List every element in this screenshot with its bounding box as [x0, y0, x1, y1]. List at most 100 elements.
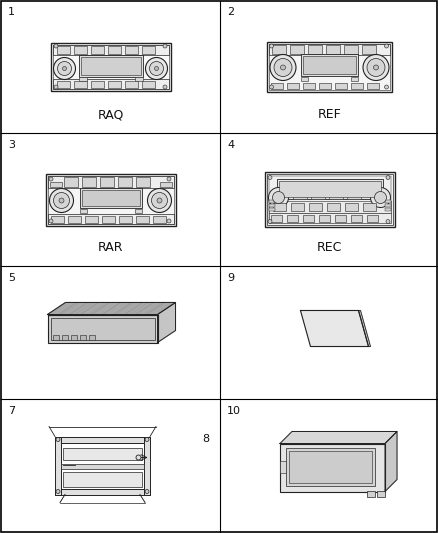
Bar — [276, 179, 382, 199]
Ellipse shape — [56, 489, 60, 494]
Bar — [271, 215, 282, 222]
Bar — [74, 80, 86, 87]
Polygon shape — [300, 311, 368, 346]
Bar — [326, 44, 340, 53]
Ellipse shape — [59, 198, 64, 203]
Polygon shape — [280, 432, 397, 443]
Text: RAR: RAR — [98, 241, 123, 254]
Bar — [318, 215, 329, 222]
Bar — [345, 203, 357, 211]
Ellipse shape — [363, 54, 389, 80]
Bar — [55, 489, 150, 495]
Bar — [385, 208, 391, 211]
Bar — [266, 174, 392, 225]
Text: REF: REF — [318, 108, 341, 121]
Bar — [268, 201, 391, 213]
Bar — [61, 464, 144, 469]
Text: 7: 7 — [8, 406, 15, 416]
Bar — [289, 450, 372, 482]
Bar — [269, 44, 390, 90]
Bar — [124, 45, 138, 53]
Text: 3: 3 — [8, 140, 15, 150]
Ellipse shape — [152, 192, 167, 208]
Ellipse shape — [374, 191, 386, 204]
Text: 1: 1 — [8, 7, 15, 17]
Text: REC: REC — [317, 241, 342, 254]
Bar — [308, 203, 321, 211]
Bar — [47, 175, 173, 188]
Bar — [64, 176, 78, 187]
Text: RAQ: RAQ — [97, 108, 124, 121]
Bar — [53, 44, 169, 88]
Polygon shape — [158, 303, 176, 343]
Ellipse shape — [280, 65, 286, 70]
Bar — [268, 176, 391, 223]
Bar — [335, 83, 347, 88]
Bar — [280, 443, 385, 491]
Bar — [286, 448, 375, 486]
Ellipse shape — [148, 189, 172, 213]
Bar — [57, 80, 70, 87]
Ellipse shape — [270, 54, 296, 80]
Ellipse shape — [163, 44, 167, 48]
Bar — [335, 215, 346, 222]
Bar — [85, 215, 98, 222]
Bar — [265, 172, 395, 227]
Ellipse shape — [136, 455, 141, 460]
Ellipse shape — [145, 438, 149, 441]
Ellipse shape — [63, 67, 67, 70]
Bar — [144, 437, 150, 495]
Bar — [351, 77, 358, 80]
Bar — [350, 215, 361, 222]
Ellipse shape — [56, 438, 60, 441]
Ellipse shape — [57, 61, 71, 76]
Ellipse shape — [272, 191, 285, 204]
Bar — [63, 448, 142, 459]
Ellipse shape — [163, 85, 167, 89]
Bar — [107, 45, 120, 53]
Bar — [367, 83, 379, 88]
Text: 9: 9 — [227, 273, 234, 283]
Bar — [271, 83, 283, 88]
Text: 5: 5 — [8, 273, 15, 283]
Bar — [287, 83, 299, 88]
Ellipse shape — [149, 61, 163, 76]
Polygon shape — [47, 303, 176, 314]
Bar — [303, 215, 314, 222]
Bar — [286, 215, 297, 222]
Bar — [67, 215, 81, 222]
Ellipse shape — [145, 58, 167, 79]
Bar — [152, 215, 166, 222]
Text: 2: 2 — [227, 7, 234, 17]
Bar — [47, 214, 173, 223]
Text: 4: 4 — [227, 140, 234, 150]
Bar — [159, 182, 172, 187]
Bar — [91, 80, 103, 87]
Bar — [135, 215, 148, 222]
Bar — [308, 44, 322, 53]
Ellipse shape — [53, 58, 75, 79]
Ellipse shape — [167, 177, 171, 181]
Ellipse shape — [268, 188, 289, 207]
Bar — [50, 215, 64, 222]
Bar — [279, 181, 381, 197]
Bar — [301, 77, 308, 80]
Bar — [49, 182, 61, 187]
Bar — [385, 204, 391, 207]
Bar — [311, 191, 325, 199]
Bar — [346, 191, 360, 199]
Bar — [269, 44, 390, 54]
Bar — [50, 318, 155, 340]
Bar — [88, 335, 95, 340]
Bar — [351, 83, 363, 88]
Ellipse shape — [49, 177, 53, 181]
Bar — [78, 54, 142, 77]
Bar — [141, 80, 155, 87]
Bar — [303, 83, 315, 88]
Bar — [53, 335, 59, 340]
Bar — [124, 80, 138, 87]
Bar — [91, 45, 103, 53]
Bar — [367, 490, 375, 497]
Bar — [117, 176, 131, 187]
Bar — [50, 43, 170, 91]
